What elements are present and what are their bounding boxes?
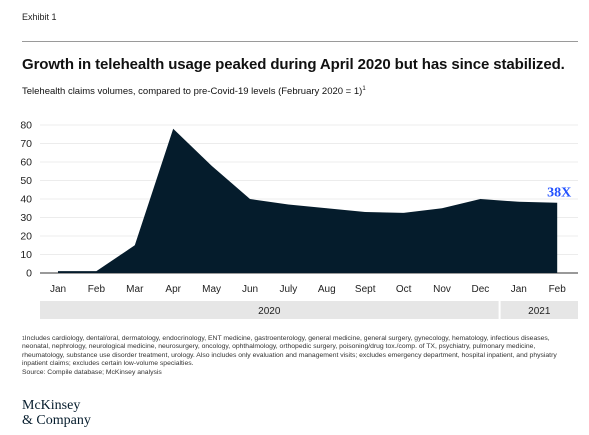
footnote-text-block: 1Includes cardiology, dental/oral, derma…	[22, 335, 578, 369]
chart-subtitle: Telehealth claims volumes, compared to p…	[22, 86, 366, 97]
telehealth-area-series	[58, 128, 558, 273]
y-tick-label: 20	[20, 231, 32, 243]
x-tick-label: Oct	[396, 284, 412, 295]
subtitle-footnote-mark: 1	[362, 86, 366, 92]
y-tick-label: 70	[20, 138, 32, 150]
x-tick-label: Jan	[511, 284, 527, 295]
telehealth-area-chart: 0 10 20 30 40 50 60 70 80 38X Jan Feb Mar Apr May Jun Ju…	[20, 120, 578, 319]
top-divider	[22, 41, 578, 42]
x-tick-label: Jan	[50, 284, 66, 295]
y-tick-label: 40	[20, 194, 32, 206]
year-band	[500, 301, 578, 319]
x-tick-label: Feb	[88, 284, 106, 295]
x-tick-label: Mar	[126, 284, 144, 295]
end-value-label: 38X	[547, 186, 571, 201]
year-band-label: 2020	[258, 306, 281, 317]
footnote: 1Includes cardiology, dental/oral, derma…	[22, 335, 578, 377]
x-tick-label: May	[202, 284, 221, 295]
y-tick-label: 0	[26, 268, 32, 280]
x-tick-label: July	[280, 284, 298, 295]
y-tick-label: 10	[20, 249, 32, 261]
y-tick-label: 50	[20, 175, 32, 187]
y-tick-label: 60	[20, 157, 32, 169]
logo-line-2: & Company	[22, 413, 91, 428]
source-note: Source: Compile database; McKinsey analy…	[22, 368, 162, 376]
year-band-label: 2021	[528, 306, 551, 317]
x-tick-label: Feb	[549, 284, 567, 295]
x-tick-label: Aug	[318, 284, 336, 295]
year-band	[40, 301, 499, 319]
x-tick-label: Sept	[355, 284, 376, 295]
chart-title: Growth in telehealth usage peaked during…	[22, 56, 565, 73]
footnote-text: Includes cardiology, dental/oral, dermat…	[22, 335, 557, 368]
x-tick-label: Nov	[433, 284, 451, 295]
mckinsey-logo: McKinsey & Company	[22, 398, 91, 428]
y-tick-label: 80	[20, 120, 32, 132]
x-tick-label: Apr	[165, 284, 181, 295]
x-tick-label: Jun	[242, 284, 258, 295]
exhibit-label: Exhibit 1	[22, 12, 57, 22]
chart-subtitle-text: Telehealth claims volumes, compared to p…	[22, 86, 363, 98]
footnote-mark: 1	[22, 336, 25, 342]
x-tick-label: Dec	[472, 284, 490, 295]
y-tick-label: 30	[20, 212, 32, 224]
logo-line-1: McKinsey	[22, 398, 81, 413]
